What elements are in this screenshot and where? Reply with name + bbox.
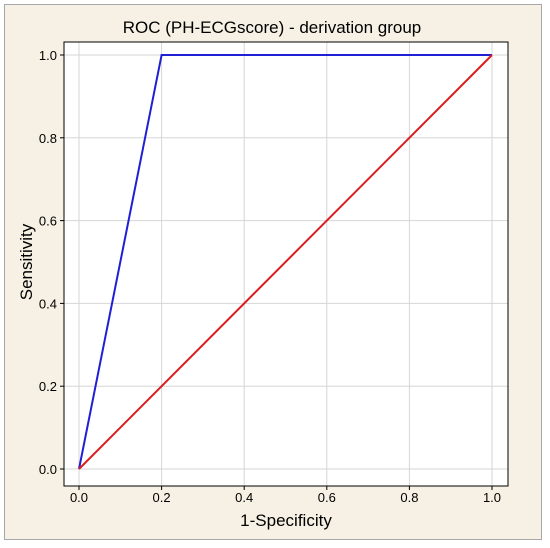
x-tick-label-2: 0.4 xyxy=(235,490,253,505)
series-line-1 xyxy=(78,54,492,470)
chart-title: ROC (PH-ECGscore) - derivation group xyxy=(123,18,422,37)
y-axis-label: Sensitivity xyxy=(17,223,36,300)
y-tick-label-2: 0.4 xyxy=(39,296,57,311)
x-tick-label-4: 0.8 xyxy=(400,490,418,505)
x-tick-label-5: 1.0 xyxy=(483,490,501,505)
y-tick-label-4: 0.8 xyxy=(39,131,57,146)
y-tick-label-5: 1.0 xyxy=(39,48,57,63)
y-tick-label-0: 0.0 xyxy=(39,462,57,477)
x-tick-label-1: 0.2 xyxy=(153,490,171,505)
y-tick-label-3: 0.6 xyxy=(39,214,57,229)
x-tick-label-3: 0.6 xyxy=(318,490,336,505)
x-tick-label-0: 0.0 xyxy=(70,490,88,505)
plot-border xyxy=(63,41,509,487)
series-line-2 xyxy=(78,54,493,470)
plot-area xyxy=(64,42,508,486)
x-axis-label: 1-Specificity xyxy=(240,511,332,530)
y-tick-label-1: 0.2 xyxy=(39,379,57,394)
